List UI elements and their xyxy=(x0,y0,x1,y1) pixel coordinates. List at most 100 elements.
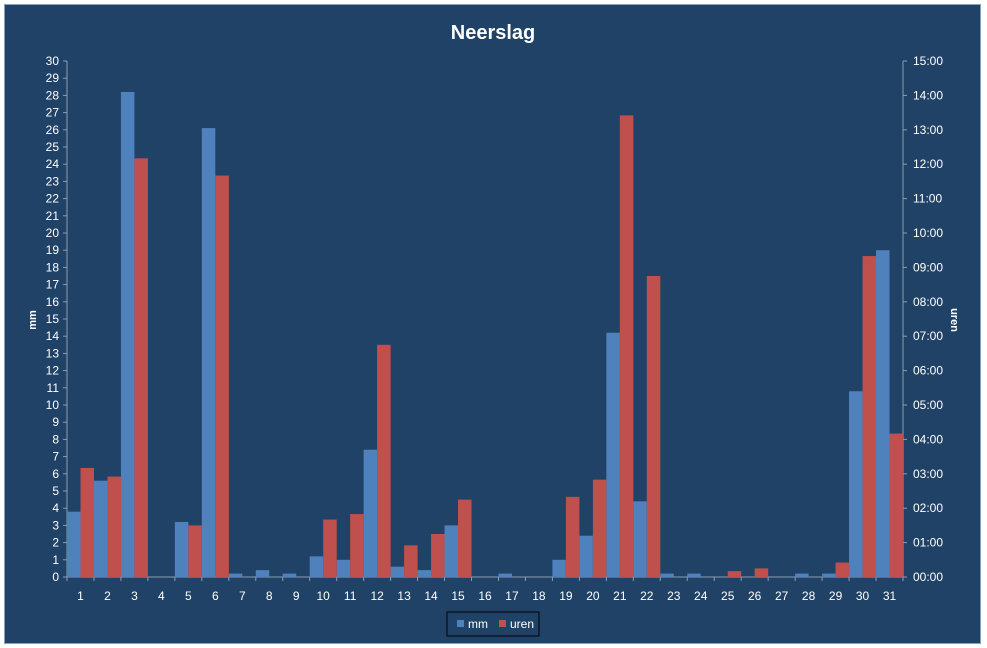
y2-tick-label: 01:00 xyxy=(913,536,943,550)
bar-mm-22 xyxy=(633,501,647,577)
x-tick-label: 24 xyxy=(694,589,708,603)
bar-uren-13 xyxy=(404,545,418,577)
y-tick-label: 0 xyxy=(52,570,59,584)
bar-mm-28 xyxy=(795,573,809,577)
bar-uren-6 xyxy=(215,175,229,577)
y2-tick-label: 14:00 xyxy=(913,88,943,102)
y-tick-label: 3 xyxy=(52,518,59,532)
bar-mm-2 xyxy=(93,480,108,577)
bar-mm-9 xyxy=(282,573,297,577)
x-tick-label: 27 xyxy=(775,589,789,603)
x-tick-label: 5 xyxy=(185,589,192,603)
bar-mm-19 xyxy=(552,559,566,577)
y2-tick-label: 05:00 xyxy=(913,398,943,412)
x-tick-label: 12 xyxy=(370,589,384,603)
legend: mm uren xyxy=(446,611,540,637)
bar-mm-1 xyxy=(66,511,81,577)
y2-tick-label: 11:00 xyxy=(913,192,942,206)
bar-uren-29 xyxy=(835,562,850,577)
bar-mm-29 xyxy=(822,573,836,577)
y2-tick-label: 04:00 xyxy=(913,432,943,446)
bar-mm-14 xyxy=(417,570,432,577)
chart-title: Neerslag xyxy=(451,22,536,44)
bar-uren-10 xyxy=(323,519,337,577)
bar-uren-21 xyxy=(619,115,634,578)
y-tick-label: 29 xyxy=(46,71,60,85)
y-tick-label: 28 xyxy=(46,88,60,102)
y2-tick-label: 03:00 xyxy=(913,467,943,481)
y2-tick-label: 12:00 xyxy=(913,157,943,171)
bar-mm-15 xyxy=(444,525,459,577)
bar-uren-1 xyxy=(80,467,94,577)
y2-tick-label: 13:00 xyxy=(913,123,943,137)
y2-axis-title: uren xyxy=(948,308,960,332)
bar-mm-20 xyxy=(579,535,593,577)
x-tick-label: 4 xyxy=(158,589,165,603)
y2-tick-label: 02:00 xyxy=(913,501,943,515)
legend-swatch-mm xyxy=(457,620,464,627)
x-tick-label: 14 xyxy=(424,589,438,603)
y-tick-label: 25 xyxy=(46,140,60,154)
y2-tick-label: 07:00 xyxy=(913,329,943,343)
bar-mm-10 xyxy=(309,556,324,577)
bar-mm-6 xyxy=(201,128,216,577)
y-tick-label: 8 xyxy=(52,432,59,446)
y-tick-label: 9 xyxy=(52,415,59,429)
x-tick-label: 21 xyxy=(613,589,627,603)
bar-uren-25 xyxy=(727,571,742,577)
y2-tick-label: 00:00 xyxy=(913,570,943,584)
y-tick-label: 2 xyxy=(52,536,59,550)
x-tick-label: 3 xyxy=(131,589,138,603)
bar-uren-2 xyxy=(107,476,121,577)
y-tick-label: 26 xyxy=(46,123,60,137)
x-tick-label: 18 xyxy=(532,589,546,603)
y-tick-label: 19 xyxy=(46,243,60,257)
y-tick-label: 16 xyxy=(46,295,60,309)
x-tick-label: 28 xyxy=(802,589,816,603)
bar-uren-26 xyxy=(754,568,769,577)
x-tick-label: 26 xyxy=(748,589,762,603)
x-tick-label: 19 xyxy=(559,589,573,603)
y-tick-label: 23 xyxy=(46,174,60,188)
y-axis-title: mm xyxy=(27,310,39,330)
bar-uren-30 xyxy=(862,256,877,577)
x-tick-label: 8 xyxy=(266,589,273,603)
bar-mm-12 xyxy=(363,449,378,577)
y-tick-label: 30 xyxy=(46,54,60,68)
y-tick-label: 5 xyxy=(52,484,59,498)
x-tick-label: 10 xyxy=(317,589,331,603)
bar-mm-7 xyxy=(228,573,243,577)
y-tick-label: 6 xyxy=(52,467,59,481)
x-tick-label: 30 xyxy=(856,589,870,603)
bar-mm-8 xyxy=(255,570,270,577)
bar-uren-19 xyxy=(565,496,580,577)
y-tick-label: 22 xyxy=(46,192,60,206)
bar-mm-11 xyxy=(336,559,351,577)
y2-tick-label: 06:00 xyxy=(913,364,943,378)
x-tick-label: 11 xyxy=(344,589,357,603)
x-tick-label: 16 xyxy=(478,589,492,603)
bar-mm-21 xyxy=(606,332,620,577)
legend-swatch-uren xyxy=(499,620,506,627)
x-tick-label: 7 xyxy=(239,589,246,603)
x-tick-label: 23 xyxy=(667,589,681,603)
y-tick-label: 21 xyxy=(46,209,60,223)
bar-uren-15 xyxy=(458,499,472,577)
bar-mm-30 xyxy=(849,391,863,577)
y-tick-label: 10 xyxy=(46,398,60,412)
y-tick-label: 27 xyxy=(46,106,60,120)
chart-frame xyxy=(4,4,981,644)
bar-uren-12 xyxy=(377,344,391,577)
bar-uren-11 xyxy=(350,514,364,577)
bar-mm-3 xyxy=(120,91,135,578)
bar-mm-13 xyxy=(390,566,405,577)
y-tick-label: 4 xyxy=(52,501,59,515)
y-tick-label: 7 xyxy=(52,450,59,464)
bar-uren-14 xyxy=(431,534,445,577)
y-tick-label: 15 xyxy=(46,312,60,326)
bar-uren-3 xyxy=(134,158,148,578)
x-tick-label: 6 xyxy=(212,589,219,603)
y2-tick-label: 10:00 xyxy=(913,226,943,240)
x-tick-label: 9 xyxy=(293,589,300,603)
